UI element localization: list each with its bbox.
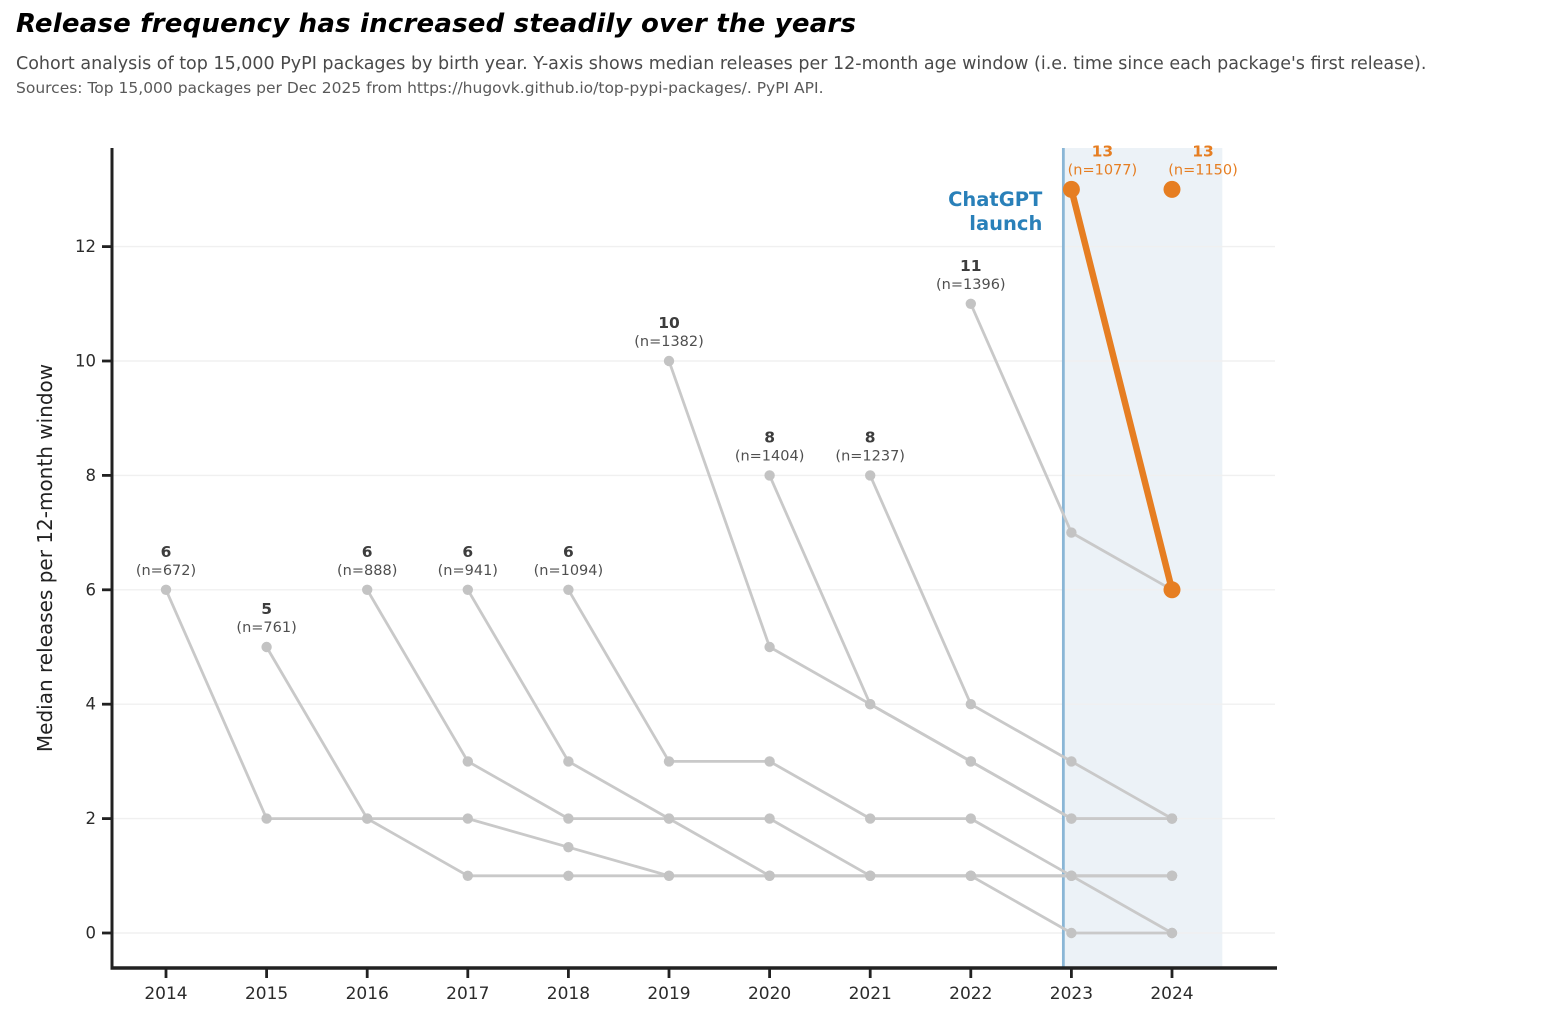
cohort-2014-point bbox=[261, 813, 272, 824]
peak-value-label-2023: 13 bbox=[1092, 142, 1114, 160]
peak-value-label-2021: 8 bbox=[865, 428, 876, 446]
peak-n-label-2016: (n=888) bbox=[337, 563, 397, 579]
cohort-2015-point bbox=[563, 870, 574, 881]
cohort-2021-point bbox=[1166, 813, 1178, 824]
cohort-2023-line bbox=[1068, 186, 1176, 594]
cohort-2018-point bbox=[865, 813, 876, 824]
cohort-2021-line bbox=[868, 474, 1174, 820]
cohort-2015-point bbox=[663, 870, 675, 881]
cohort-2014-point bbox=[563, 842, 574, 853]
cohort-2019-point bbox=[764, 641, 775, 653]
y-tick-label: 2 bbox=[86, 809, 97, 828]
peak-value-label-2018: 6 bbox=[563, 543, 574, 561]
cohort-2016-point bbox=[462, 756, 473, 767]
cohort-2020-point bbox=[865, 699, 876, 710]
cohort-2015-point bbox=[261, 641, 272, 653]
cohort-2024-point bbox=[1163, 180, 1181, 198]
y-tick-label: 10 bbox=[75, 352, 96, 371]
cohort-2018-point bbox=[563, 584, 574, 595]
cohort-2017-point bbox=[965, 870, 976, 881]
x-tick-label: 2023 bbox=[1050, 984, 1093, 1004]
cohort-2023-point bbox=[1163, 581, 1181, 599]
y-tick-label: 0 bbox=[86, 924, 97, 943]
x-tick-label: 2015 bbox=[245, 984, 288, 1004]
y-tick-label: 12 bbox=[75, 237, 96, 256]
y-tick-label: 8 bbox=[86, 466, 97, 485]
peak-n-label-2015: (n=761) bbox=[236, 620, 296, 636]
cohort-2020-point bbox=[764, 470, 775, 481]
x-tick-label: 2020 bbox=[748, 984, 791, 1004]
x-tick-label: 2022 bbox=[949, 984, 992, 1004]
peak-n-label-2020: (n=1404) bbox=[735, 448, 805, 464]
chatgpt-launch-annotation: ChatGPT bbox=[948, 188, 1043, 211]
cohort-2023-point bbox=[1062, 180, 1080, 198]
peak-value-label-2024: 13 bbox=[1192, 142, 1214, 160]
peak-value-label-2019: 10 bbox=[658, 314, 680, 332]
peak-n-label-2018: (n=1094) bbox=[534, 563, 604, 579]
peak-n-label-2014: (n=672) bbox=[136, 563, 196, 579]
x-tick-label: 2024 bbox=[1150, 984, 1193, 1004]
peak-value-label-2022: 11 bbox=[960, 257, 982, 275]
cohort-2020-point bbox=[1066, 813, 1077, 824]
cohort-2014-point bbox=[1066, 927, 1077, 939]
cohort-2018-point bbox=[1066, 870, 1077, 881]
x-tick-label: 2019 bbox=[647, 984, 690, 1004]
cohort-2021-point bbox=[1066, 756, 1077, 767]
cohort-2015-line bbox=[265, 645, 1174, 935]
cohort-2021-point bbox=[965, 699, 976, 710]
chatgpt-launch-annotation: launch bbox=[969, 212, 1042, 235]
peak-n-label-2017: (n=941) bbox=[438, 563, 498, 579]
x-tick-label: 2021 bbox=[849, 984, 892, 1004]
cohort-2019-point bbox=[663, 355, 675, 367]
chart-subtitle: Cohort analysis of top 15,000 PyPI packa… bbox=[16, 54, 1427, 74]
cohort-2017-point bbox=[764, 870, 775, 881]
peak-n-label-2023: (n=1077) bbox=[1068, 162, 1138, 178]
peak-value-label-2020: 8 bbox=[764, 428, 775, 446]
cohort-2018-point bbox=[663, 756, 675, 767]
cohort-2015-point bbox=[462, 870, 473, 881]
cohort-2017-point bbox=[865, 870, 876, 881]
cohort-2016-point bbox=[764, 813, 775, 824]
peak-value-label-2016: 6 bbox=[362, 543, 373, 561]
cohort-2014-point bbox=[462, 813, 473, 824]
cohort-2022-point bbox=[965, 298, 976, 309]
cohort-2018-point bbox=[764, 756, 775, 767]
x-tick-label: 2014 bbox=[144, 984, 187, 1004]
chart-sources: Sources: Top 15,000 packages per Dec 202… bbox=[16, 79, 824, 97]
x-tick-label: 2018 bbox=[547, 984, 590, 1004]
cohort-2016-point bbox=[362, 584, 373, 595]
y-axis-title: Median releases per 12-month window bbox=[33, 364, 57, 752]
cohort-2015-point bbox=[1166, 927, 1178, 939]
cohort-2014-point bbox=[160, 584, 172, 595]
post-launch-shaded-region bbox=[1063, 148, 1223, 968]
peak-n-label-2024: (n=1150) bbox=[1168, 162, 1238, 178]
cohort-2016-line bbox=[365, 588, 1174, 878]
cohort-2017-line bbox=[466, 588, 1174, 878]
peak-n-label-2022: (n=1396) bbox=[936, 277, 1006, 293]
y-tick-label: 6 bbox=[86, 580, 97, 599]
cohort-2017-point bbox=[563, 756, 574, 767]
cohort-2015-point bbox=[362, 813, 373, 824]
x-tick-label: 2016 bbox=[346, 984, 389, 1004]
cohort-2017-point bbox=[663, 813, 675, 824]
cohort-2017-point bbox=[462, 584, 473, 595]
peak-n-label-2021: (n=1237) bbox=[835, 448, 905, 464]
cohort-2020-point bbox=[965, 756, 976, 767]
cohort-2018-point bbox=[965, 813, 976, 824]
cohort-2016-point bbox=[563, 813, 574, 824]
cohort-2021-point bbox=[865, 470, 876, 481]
y-tick-label: 4 bbox=[86, 695, 97, 714]
x-tick-label: 2017 bbox=[446, 984, 489, 1004]
peak-value-label-2015: 5 bbox=[261, 600, 272, 618]
chart-title: Release frequency has increased steadily… bbox=[16, 9, 857, 39]
cohort-2022-point bbox=[1066, 527, 1077, 538]
peak-value-label-2014: 6 bbox=[161, 543, 172, 561]
peak-value-label-2017: 6 bbox=[462, 543, 473, 561]
peak-n-label-2019: (n=1382) bbox=[634, 334, 704, 350]
cohort-2018-point bbox=[1166, 870, 1178, 881]
